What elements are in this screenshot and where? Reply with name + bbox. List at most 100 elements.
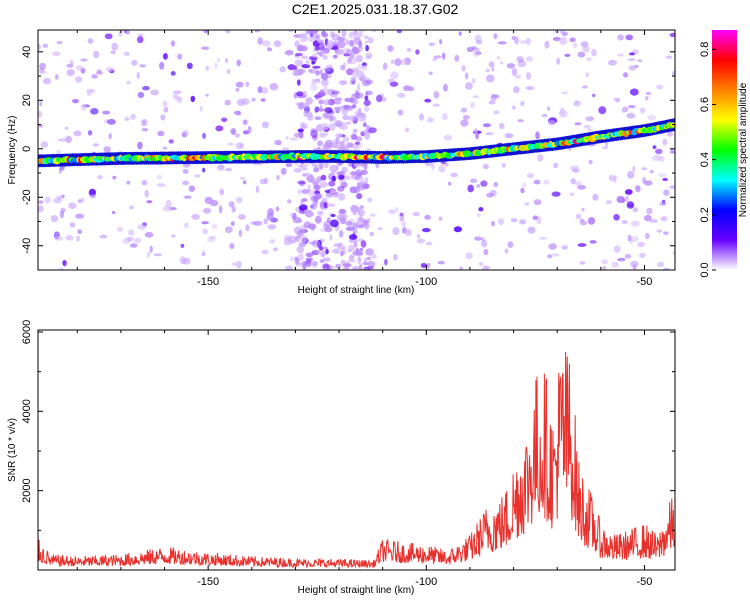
- spectrogram-speckle: [182, 130, 189, 138]
- spectrogram-speckle: [99, 234, 108, 239]
- spectrogram-speckle: [324, 107, 333, 114]
- spectrogram-speckle: [230, 221, 235, 227]
- spectrogram-speckle: [313, 184, 321, 190]
- spectrogram-speckle: [392, 253, 398, 261]
- spectrogram-speckle: [318, 99, 324, 105]
- spectrogram-speckle: [257, 86, 263, 94]
- spectrogram-speckle: [425, 242, 433, 246]
- spectrogram-speckle: [73, 130, 82, 137]
- spectrogram-speckle: [231, 262, 238, 267]
- spectrogram-speckle: [314, 106, 320, 113]
- spectrogram-speckle: [56, 149, 61, 155]
- spectrogram-speckle: [340, 250, 344, 257]
- spectrogram-x-tick-label: -100: [415, 276, 437, 288]
- spectrogram-speckle: [354, 40, 359, 46]
- spectrogram-speckle: [551, 253, 560, 257]
- spectrogram-speckle: [162, 205, 172, 212]
- spectrogram-speckle: [601, 259, 608, 265]
- spectrogram-speckle: [486, 192, 494, 198]
- spectrogram-speckle: [57, 138, 67, 142]
- spectrogram-speckle: [339, 179, 347, 183]
- spectrogram-speckle: [38, 200, 44, 204]
- spectrogram-speckle: [352, 211, 358, 216]
- spectrogram-speckle: [362, 122, 367, 127]
- spectrogram-speckle: [322, 55, 328, 60]
- spectrogram-speckle: [157, 130, 165, 137]
- spectrogram-speckle: [626, 112, 636, 119]
- spectrogram-speckle: [300, 198, 308, 202]
- spectrogram-speckle: [657, 173, 667, 178]
- spectrogram-speckle: [298, 253, 304, 261]
- spectrogram-speckle: [62, 259, 67, 266]
- spectrogram-speckle: [516, 56, 524, 63]
- spectrogram-speckle: [317, 210, 324, 215]
- spectrogram-speckle: [202, 228, 208, 235]
- spectrogram-speckle: [354, 175, 364, 181]
- spectrogram-speckle: [360, 267, 370, 270]
- spectrogram-speckle: [641, 167, 648, 171]
- spectrogram-speckle: [430, 163, 435, 170]
- spectrogram-speckle: [312, 53, 318, 58]
- spectrogram-speckle: [514, 74, 522, 79]
- spectrogram-speckle: [245, 81, 250, 87]
- spectrogram-speckle: [625, 195, 629, 202]
- spectrogram-speckle: [510, 218, 518, 223]
- spectrogram-speckle: [77, 229, 83, 235]
- spectrogram-speckle: [364, 40, 369, 44]
- spectrogram-speckle: [90, 108, 99, 115]
- spectrogram-speckle: [294, 52, 303, 57]
- spectrogram-speckle: [126, 80, 131, 85]
- spectrogram-speckle: [371, 254, 377, 259]
- spectrogram-speckle: [131, 59, 138, 66]
- spectrogram-speckle: [556, 57, 561, 65]
- spectrogram-y-tick-label: 20: [21, 94, 33, 106]
- spectrogram-speckle: [105, 66, 115, 72]
- spectrogram-speckle: [183, 222, 189, 229]
- spectrogram-speckle: [144, 189, 149, 198]
- spectrogram-speckle: [356, 142, 362, 149]
- spectrogram-speckle: [202, 132, 207, 139]
- spectrogram-speckle: [117, 226, 123, 232]
- spectrogram-speckle: [299, 122, 308, 129]
- spectrogram-speckle: [579, 261, 586, 265]
- spectrogram-speckle: [478, 207, 484, 212]
- spectrogram-speckle: [150, 89, 160, 96]
- spectrogram-speckle: [625, 34, 633, 41]
- spectrogram-speckle: [144, 231, 154, 238]
- spectrogram-speckle: [613, 175, 617, 183]
- spectrogram-speckle: [359, 183, 363, 188]
- spectrogram-speckle: [652, 155, 661, 162]
- spectrogram-speckle: [156, 183, 166, 187]
- spectrogram-speckle: [427, 117, 434, 123]
- colorbar-label: Normalized spectral amplitude: [738, 82, 749, 217]
- spectrogram-speckle: [259, 178, 266, 185]
- spectrogram-speckle: [669, 185, 675, 189]
- spectrogram-speckle: [574, 165, 579, 173]
- spectrogram-speckle: [525, 56, 534, 62]
- spectrogram-speckle: [394, 58, 402, 67]
- spectrogram-speckle: [631, 220, 640, 227]
- spectrogram-speckle: [401, 221, 407, 228]
- spectrogram-speckle: [319, 132, 329, 136]
- spectrogram-speckle: [626, 170, 635, 179]
- spectrogram-speckle: [358, 74, 367, 82]
- spectrogram-speckle: [201, 46, 210, 50]
- colorbar-gradient: [712, 30, 737, 270]
- spectrogram-speckle: [645, 232, 650, 240]
- spectrogram-speckle: [421, 228, 431, 233]
- spectrogram-speckle: [218, 205, 223, 214]
- spectrogram-speckle: [320, 51, 329, 55]
- spectrogram-speckle: [501, 163, 506, 168]
- spectrogram-speckle: [630, 235, 639, 242]
- spectrogram-speckle: [224, 58, 229, 64]
- spectrogram-speckle: [344, 97, 353, 103]
- spectrogram-speckle: [242, 180, 247, 185]
- spectrogram-speckle: [300, 55, 308, 60]
- spectrogram-speckle: [322, 99, 331, 106]
- spectrogram-speckle: [346, 142, 354, 148]
- spectrogram-speckle: [561, 91, 569, 95]
- spectrogram-speckle: [162, 53, 168, 60]
- spectrogram-speckle: [498, 122, 505, 130]
- spectrogram-speckle: [527, 226, 536, 234]
- spectrogram-speckle: [397, 92, 406, 98]
